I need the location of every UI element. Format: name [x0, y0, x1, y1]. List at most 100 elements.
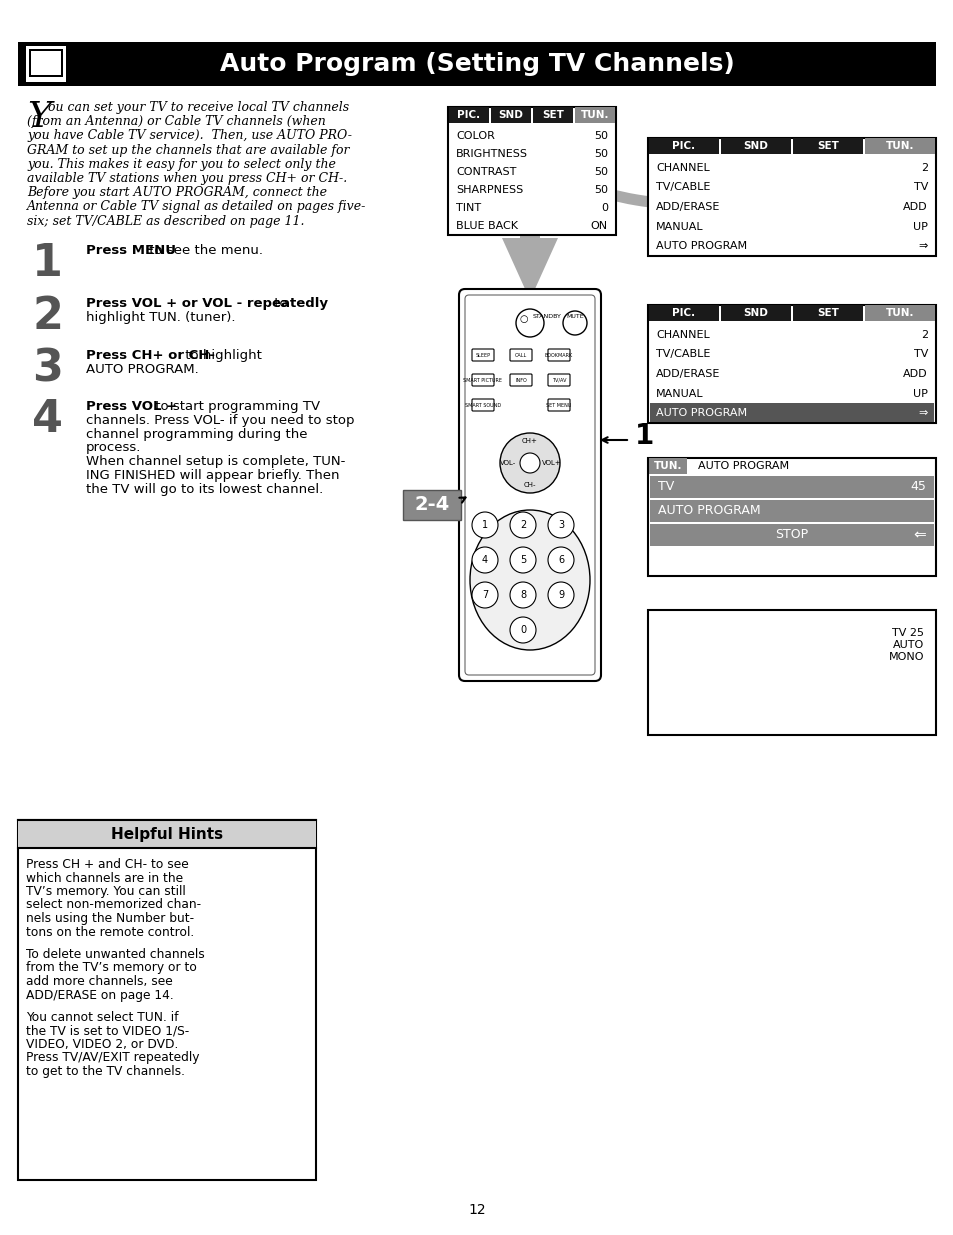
Text: to see the menu.: to see the menu. [146, 245, 263, 257]
Text: nels using the Number but-: nels using the Number but- [26, 911, 193, 925]
FancyBboxPatch shape [547, 399, 569, 411]
FancyBboxPatch shape [510, 350, 532, 361]
Text: TV: TV [913, 350, 927, 359]
Text: 50: 50 [594, 185, 607, 195]
Text: select non-memorized chan-: select non-memorized chan- [26, 899, 201, 911]
FancyBboxPatch shape [458, 289, 600, 680]
Text: You cannot select TUN. if: You cannot select TUN. if [26, 1011, 178, 1024]
Text: 2: 2 [920, 330, 927, 340]
Text: Press TV/AV/EXIT repeatedly: Press TV/AV/EXIT repeatedly [26, 1051, 199, 1065]
Bar [649, 404, 933, 422]
Text: SET: SET [816, 141, 838, 151]
Text: PIC.: PIC. [672, 141, 695, 151]
Text: (from an Antenna) or Cable TV channels (when: (from an Antenna) or Cable TV channels (… [27, 115, 325, 128]
Text: to start programming TV: to start programming TV [152, 400, 320, 412]
Text: CALL: CALL [515, 353, 527, 358]
Text: VOL-: VOL- [499, 459, 516, 466]
Text: TV/CABLE: TV/CABLE [656, 350, 710, 359]
Bar [647, 138, 935, 256]
Bar [864, 305, 934, 321]
Text: SMART PICTURE: SMART PICTURE [463, 378, 502, 383]
Bar [519, 207, 539, 238]
Circle shape [472, 513, 497, 538]
Text: Press CH+ or CH-: Press CH+ or CH- [86, 350, 214, 362]
Text: CHANNEL: CHANNEL [656, 330, 709, 340]
Bar [26, 46, 66, 82]
Text: SND: SND [742, 308, 767, 317]
Text: 9: 9 [558, 590, 563, 600]
Text: CH-: CH- [523, 482, 536, 488]
Text: six; set TV/CABLE as described on page 11.: six; set TV/CABLE as described on page 1… [27, 215, 304, 227]
Circle shape [510, 618, 536, 643]
Text: COLOR: COLOR [456, 131, 495, 141]
Text: 1: 1 [635, 422, 654, 450]
Text: 50: 50 [594, 167, 607, 177]
Text: Press VOL + or VOL - repeatedly: Press VOL + or VOL - repeatedly [86, 296, 328, 310]
Text: TUN.: TUN. [580, 110, 609, 120]
Text: TV’s memory. You can still: TV’s memory. You can still [26, 885, 186, 898]
Bar [575, 107, 615, 124]
Bar [649, 475, 933, 498]
Text: ADD/ERASE: ADD/ERASE [656, 369, 720, 379]
FancyBboxPatch shape [472, 350, 494, 361]
Text: SHARPNESS: SHARPNESS [456, 185, 522, 195]
Text: 2: 2 [32, 295, 63, 338]
Text: ⇒: ⇒ [918, 241, 927, 251]
Text: To delete unwanted channels: To delete unwanted channels [26, 948, 205, 961]
Text: STANDBY: STANDBY [533, 314, 561, 319]
Text: 3: 3 [32, 347, 63, 390]
Bar [18, 820, 315, 1179]
Text: tons on the remote control.: tons on the remote control. [26, 925, 194, 939]
Bar [491, 107, 531, 124]
Text: highlight TUN. (tuner).: highlight TUN. (tuner). [86, 311, 235, 324]
Bar [792, 138, 862, 154]
Bar [720, 138, 790, 154]
Text: BOOKMARK: BOOKMARK [544, 353, 573, 358]
Bar [647, 610, 935, 735]
Text: BLUE BACK: BLUE BACK [456, 221, 517, 231]
FancyBboxPatch shape [472, 374, 494, 387]
Text: the TV will go to its lowest channel.: the TV will go to its lowest channel. [86, 483, 323, 495]
Text: PIC.: PIC. [456, 110, 480, 120]
Text: Before you start AUTO PROGRAM, connect the: Before you start AUTO PROGRAM, connect t… [27, 186, 327, 199]
Text: ADD: ADD [902, 369, 927, 379]
Bar [648, 458, 686, 474]
Text: available TV stations when you press CH+ or CH-.: available TV stations when you press CH+… [27, 172, 347, 185]
Bar [30, 51, 61, 75]
Bar [864, 138, 934, 154]
Text: 2: 2 [519, 520, 525, 530]
Text: Y: Y [27, 100, 51, 135]
Text: AUTO PROGRAM: AUTO PROGRAM [658, 505, 760, 517]
Circle shape [547, 513, 574, 538]
Text: UP: UP [912, 221, 927, 232]
Text: 2-4: 2-4 [414, 495, 449, 515]
Text: TV: TV [658, 480, 674, 494]
Text: AUTO PROGRAM: AUTO PROGRAM [656, 241, 746, 251]
Bar [648, 305, 719, 321]
Text: INFO: INFO [515, 378, 526, 383]
Text: MONO: MONO [887, 652, 923, 662]
Bar [449, 107, 489, 124]
Text: SND: SND [498, 110, 523, 120]
Bar [647, 305, 935, 424]
Text: SET: SET [541, 110, 563, 120]
Text: GRAM to set up the channels that are available for: GRAM to set up the channels that are ava… [27, 143, 349, 157]
Text: CH+: CH+ [521, 438, 537, 445]
Text: 3: 3 [558, 520, 563, 530]
Ellipse shape [862, 625, 927, 720]
Text: channels. Press VOL- if you need to stop: channels. Press VOL- if you need to stop [86, 414, 355, 427]
Bar [18, 42, 935, 86]
Text: CHANNEL: CHANNEL [656, 163, 709, 173]
Text: which channels are in the: which channels are in the [26, 872, 183, 884]
Text: AUTO PROGRAM: AUTO PROGRAM [698, 461, 788, 471]
Text: Press CH + and CH- to see: Press CH + and CH- to see [26, 858, 189, 871]
Text: TINT: TINT [456, 203, 480, 212]
Text: 45: 45 [909, 480, 925, 494]
Text: AUTO PROGRAM: AUTO PROGRAM [656, 409, 746, 419]
Circle shape [547, 547, 574, 573]
Text: 7: 7 [481, 590, 488, 600]
Text: from the TV’s memory or to: from the TV’s memory or to [26, 962, 196, 974]
Text: the TV is set to VIDEO 1/S-: the TV is set to VIDEO 1/S- [26, 1025, 189, 1037]
Text: 12: 12 [468, 1203, 485, 1216]
Text: When channel setup is complete, TUN-: When channel setup is complete, TUN- [86, 456, 345, 468]
